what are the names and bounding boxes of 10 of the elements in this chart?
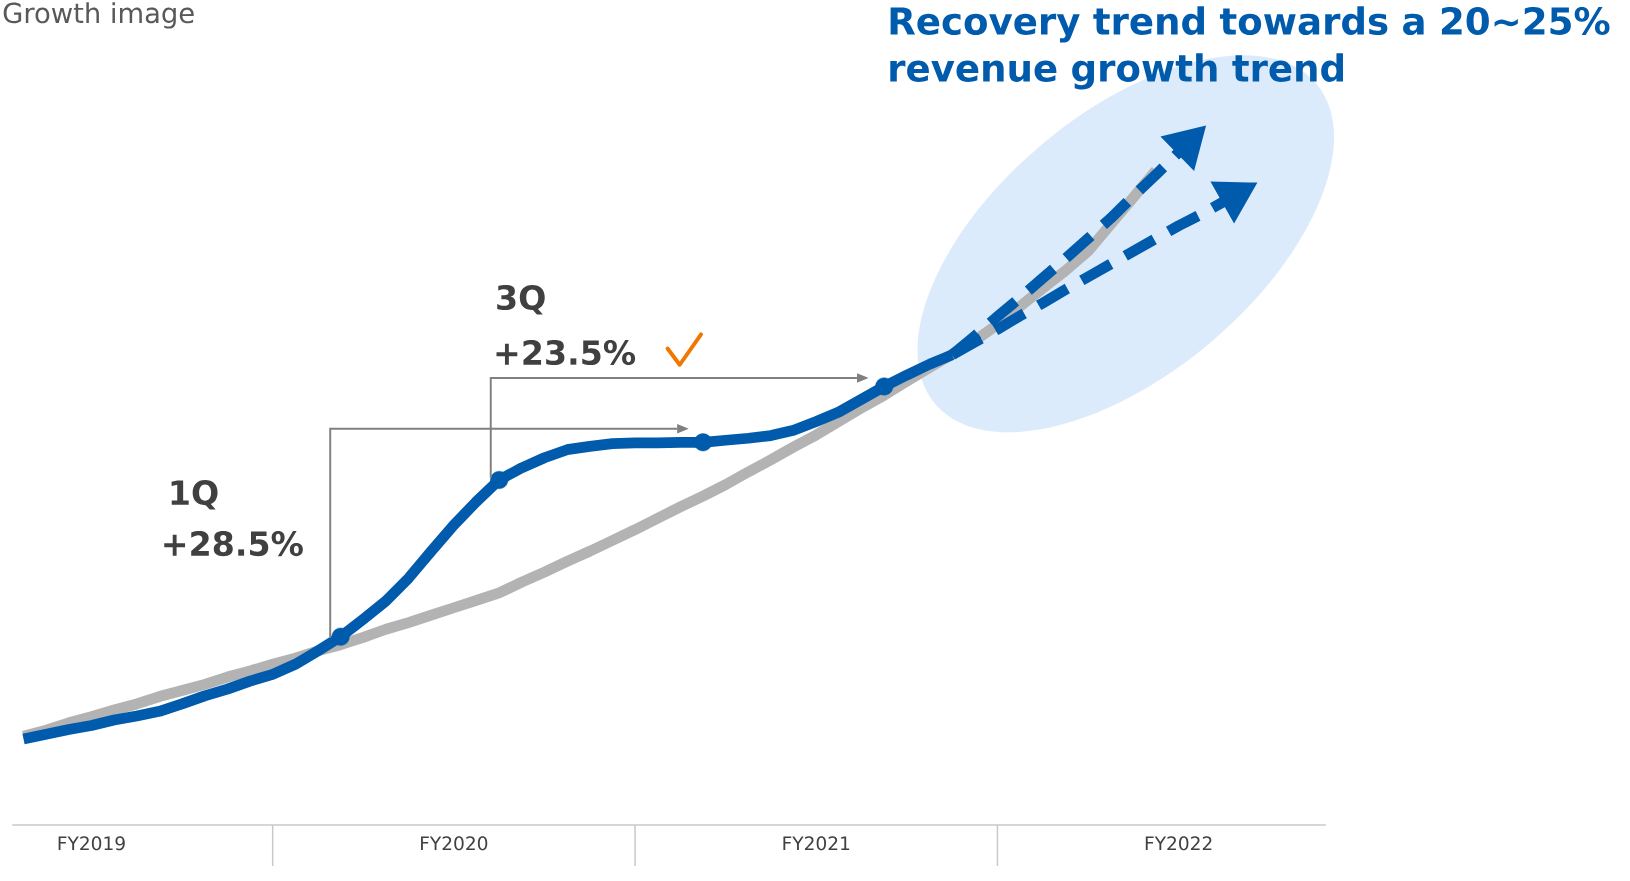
annotation: 3Q [497, 285, 545, 315]
x-tick-label: FY2020 [421, 836, 488, 851]
x-tick-label: FY2021 [783, 836, 850, 851]
x-tick-label: FY2022 [1145, 836, 1212, 851]
annotation: +23.5% [496, 340, 636, 366]
annotation: 1Q [171, 480, 218, 510]
text: Recovery trend towards a 20~25% revenue growth trend [890, 6, 1610, 90]
annotation: +28.5% [164, 531, 303, 557]
chart-title: Growth image [3, 2, 194, 29]
x-tick-label: FY2019 [58, 836, 125, 851]
